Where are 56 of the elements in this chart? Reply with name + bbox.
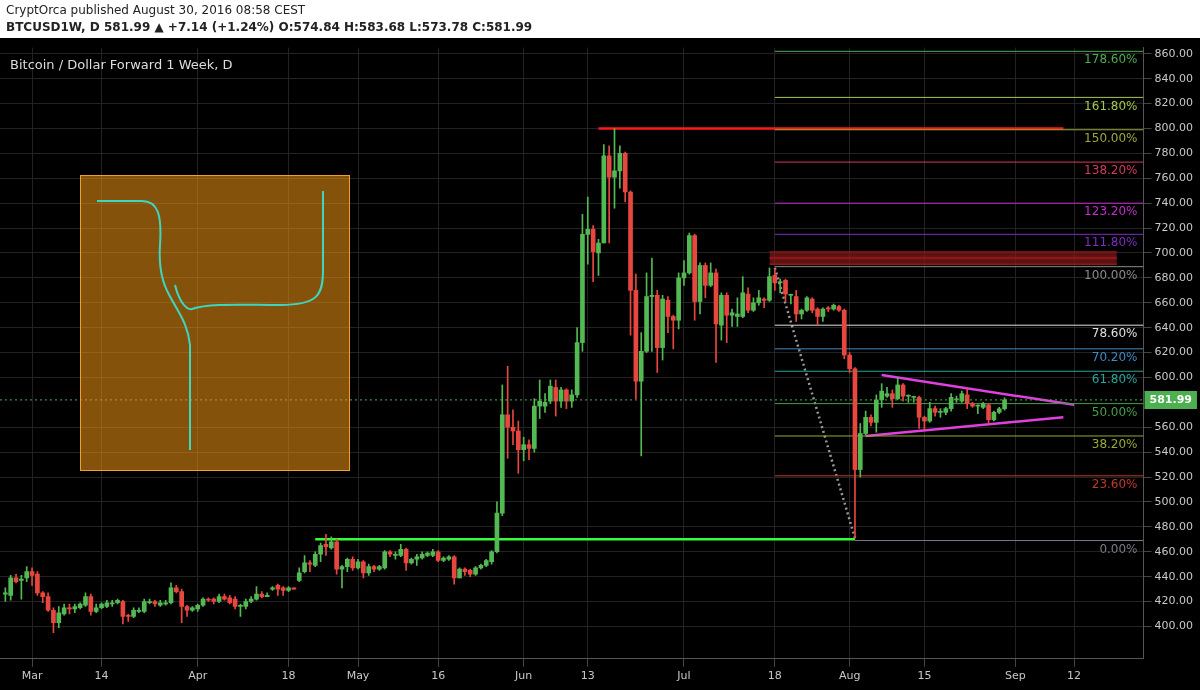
y-tick-label: 460.00	[1154, 544, 1194, 558]
x-tick-label: 18	[281, 669, 296, 683]
text: CryptOrca published August 30, 2016 08:58 CEST	[6, 2, 307, 19]
y-tick-label: 660.00	[1154, 295, 1194, 309]
series-label: 150.00%	[1084, 130, 1138, 145]
series-label: 111.80%	[1084, 235, 1138, 250]
y-tick-label: 680.00	[1154, 270, 1194, 284]
x-tick-label: Sep	[1004, 669, 1026, 683]
x-tick-label: 14	[94, 669, 109, 683]
x-tick-label: 15	[917, 669, 932, 683]
x-tick-label: Jul	[676, 669, 691, 683]
series-label: 138.20%	[1084, 163, 1138, 178]
series-label: 23.60%	[1091, 476, 1138, 491]
y-tick-label: 860.00	[1154, 46, 1194, 60]
y-tick-label: 480.00	[1154, 519, 1194, 533]
text: Bitcoin / Dollar Forward 1 Week, D	[10, 57, 233, 73]
y-tick-label: 620.00	[1154, 345, 1194, 359]
y-tick-label: 840.00	[1154, 71, 1194, 85]
x-tick-label: Jun	[514, 669, 533, 683]
x-tick-label: May	[346, 669, 370, 683]
y-tick-label: 600.00	[1154, 370, 1194, 384]
series-label: 0.00%	[1099, 541, 1138, 556]
series-label: 123.20%	[1084, 204, 1138, 219]
series-label: 78.60%	[1091, 326, 1138, 341]
candlestick	[526, 439, 532, 460]
series-label: 178.60%	[1084, 52, 1138, 67]
y-tick-label: 440.00	[1154, 569, 1194, 583]
x-tick-label: 18	[767, 669, 782, 683]
y-tick-label: 520.00	[1154, 469, 1194, 483]
y-tick-label: 500.00	[1154, 494, 1194, 508]
y-tick-label: 740.00	[1154, 196, 1194, 210]
series-label: 61.80%	[1091, 372, 1138, 387]
y-tick-label: 800.00	[1154, 121, 1194, 135]
x-tick-label: Mar	[21, 669, 43, 683]
y-tick-label: 640.00	[1154, 320, 1194, 334]
y-tick-label: 760.00	[1154, 171, 1194, 185]
series-label: 161.80%	[1084, 98, 1138, 113]
y-tick-label: 540.00	[1154, 445, 1194, 459]
x-tick-label: 12	[1067, 669, 1082, 683]
x-tick-label: Apr	[188, 669, 208, 683]
series-label: 70.20%	[1091, 349, 1138, 364]
x-tick-label: 13	[580, 669, 595, 683]
x-tick-label: 16	[431, 669, 446, 683]
y-tick-label: 700.00	[1154, 245, 1194, 259]
series-label: 38.20%	[1091, 437, 1138, 452]
y-tick-label: 560.00	[1154, 420, 1194, 434]
ref-line-label: 581.99	[1149, 392, 1192, 406]
series-label: 100.00%	[1084, 267, 1138, 282]
y-tick-label: 720.00	[1154, 220, 1194, 234]
series-label: 50.00%	[1091, 404, 1138, 419]
y-tick-label: 820.00	[1154, 96, 1194, 110]
text: BTCUSD1W, D 581.99 ▲ +7.14 (+1.24%) O:574.84 H:583.68 L:573.78 C:581.99	[6, 19, 534, 36]
y-tick-label: 780.00	[1154, 146, 1194, 160]
x-tick-label: Aug	[838, 669, 861, 683]
y-tick-label: 420.00	[1154, 594, 1194, 608]
y-tick-label: 400.00	[1154, 619, 1194, 633]
